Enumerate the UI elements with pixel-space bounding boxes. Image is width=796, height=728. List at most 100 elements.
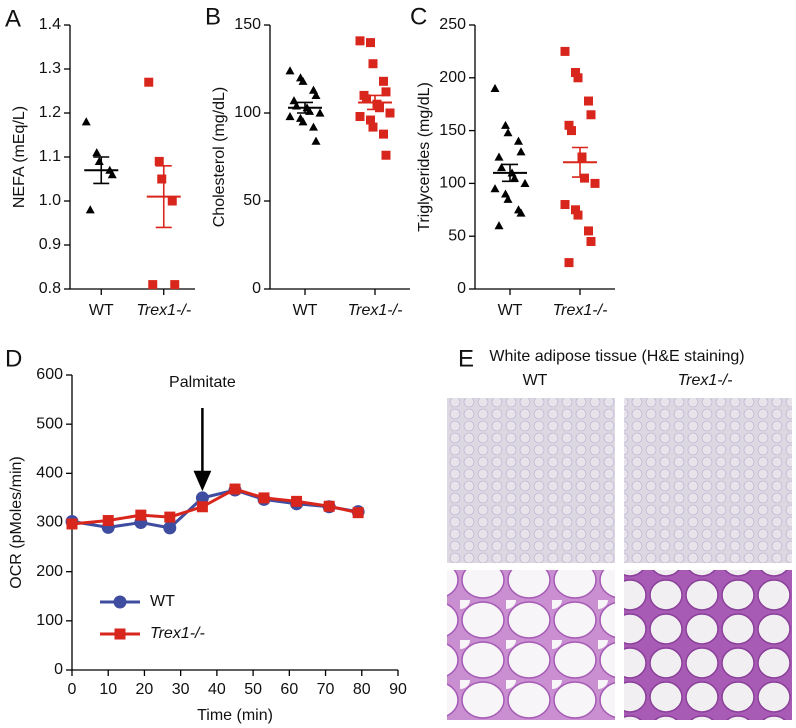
x-tick-label: WT — [498, 302, 523, 319]
point — [567, 126, 576, 136]
point — [516, 208, 526, 217]
x-tick-label: 50 — [244, 681, 262, 698]
point — [196, 501, 208, 513]
x-tick-label: 30 — [172, 681, 190, 698]
point — [490, 184, 500, 193]
point — [375, 103, 384, 113]
error-bar — [367, 94, 383, 111]
point — [497, 163, 506, 172]
point — [285, 66, 295, 75]
y-tick-label: 300 — [36, 514, 63, 531]
point — [584, 226, 593, 236]
point — [92, 148, 102, 157]
point — [586, 236, 596, 246]
panel-e: E White adipose tissue (H&E staining) WT… — [447, 345, 792, 720]
point — [501, 120, 510, 129]
x-tick-label: WT — [89, 302, 114, 319]
annotation-arrow — [193, 408, 212, 492]
point — [494, 152, 504, 161]
error-bar — [502, 163, 518, 183]
point — [107, 170, 117, 179]
x-tick-label: 90 — [389, 681, 407, 698]
point — [81, 117, 91, 126]
column-label: Trex1-/- — [678, 372, 733, 389]
point — [355, 36, 365, 46]
point — [510, 173, 519, 182]
error-bar — [572, 146, 588, 178]
x-tick-label: 70 — [317, 681, 335, 698]
point — [298, 117, 308, 126]
x-tick-label: Trex1-/- — [348, 302, 403, 319]
x-tick-label: Trex1-/- — [553, 302, 608, 319]
point — [381, 87, 391, 97]
line — [71, 488, 359, 530]
point — [586, 110, 596, 120]
point — [85, 205, 95, 214]
histology-image — [447, 398, 615, 563]
x-tick-label: 20 — [136, 681, 154, 698]
y-tick-label: 1.3 — [39, 60, 61, 77]
point — [520, 178, 530, 187]
y-tick-label: 0.9 — [39, 236, 61, 253]
column-label: WT — [523, 372, 548, 389]
panel-letter: E — [458, 345, 474, 372]
point — [323, 500, 335, 512]
point — [379, 76, 388, 86]
point — [571, 205, 580, 215]
y-tick-label: 1.0 — [39, 192, 61, 209]
annotation: Palmitate — [169, 374, 236, 391]
legend-label: WT — [150, 593, 175, 610]
x-tick-label: 80 — [353, 681, 371, 698]
histology-image — [624, 570, 792, 720]
y-tick-label: 0 — [457, 280, 466, 297]
point — [154, 156, 164, 166]
y-tick-label: 200 — [36, 563, 63, 580]
y-axis-label: Triglycerides (mg/dL) — [416, 82, 433, 232]
histology-image — [624, 398, 792, 563]
point — [366, 38, 375, 48]
y-tick-label: 100 — [439, 175, 466, 192]
x-axis-label: Time (min) — [197, 707, 273, 724]
point — [573, 73, 583, 83]
x-tick-label: 10 — [99, 681, 117, 698]
point — [148, 280, 158, 290]
point — [590, 178, 600, 188]
point — [309, 122, 318, 131]
y-tick-label: 1.1 — [39, 148, 61, 165]
point — [366, 115, 375, 125]
x-tick-label: 40 — [208, 681, 226, 698]
legend-marker — [114, 628, 126, 640]
y-axis-label: Cholesterol (mg/dL) — [211, 87, 228, 228]
point — [355, 112, 365, 122]
y-tick-label: 50 — [448, 227, 466, 244]
point — [379, 129, 388, 139]
legend-marker — [113, 595, 127, 609]
point — [298, 76, 308, 85]
point — [163, 521, 177, 535]
point — [164, 511, 176, 523]
line — [71, 487, 359, 526]
error-bar — [155, 165, 172, 229]
histology-image — [447, 570, 615, 720]
panel-letter: A — [5, 5, 21, 32]
point — [573, 210, 583, 220]
point — [580, 173, 589, 183]
y-tick-label: 1.4 — [39, 16, 61, 33]
error-bar — [297, 101, 313, 114]
x-tick-label: 60 — [280, 681, 298, 698]
x-tick-label: WT — [293, 302, 318, 319]
point — [503, 194, 513, 203]
y-axis-label: OCR (pMoles/min) — [8, 456, 25, 588]
point — [167, 196, 177, 206]
point — [258, 492, 270, 504]
point — [352, 507, 364, 519]
point — [490, 83, 500, 92]
point — [195, 491, 209, 505]
y-tick-label: 200 — [439, 69, 466, 86]
y-tick-label: 1.2 — [39, 104, 61, 121]
error-bar — [93, 156, 110, 185]
point — [516, 147, 526, 156]
point — [381, 150, 391, 160]
y-tick-label: 150 — [234, 16, 261, 33]
